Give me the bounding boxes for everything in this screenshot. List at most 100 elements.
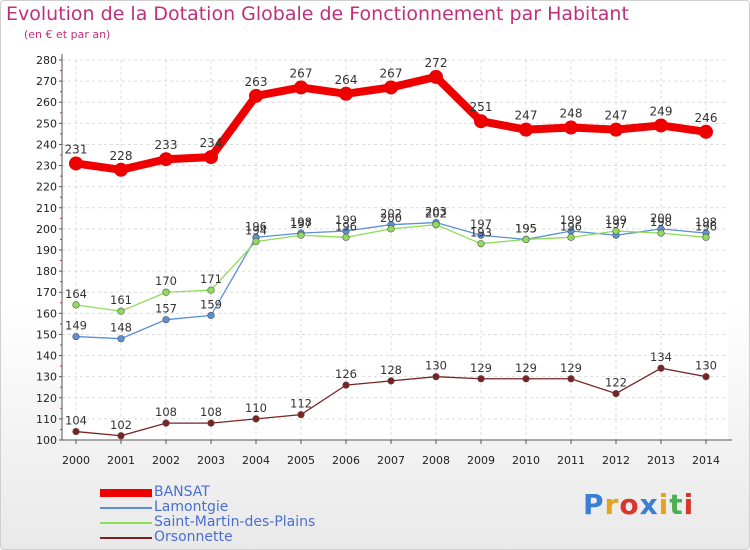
x-tick-label: 2001 bbox=[107, 454, 135, 467]
data-label-orsonnette: 126 bbox=[335, 367, 357, 381]
data-label-orsonnette: 129 bbox=[560, 361, 582, 375]
legend-item-bansat: BANSAT bbox=[100, 485, 315, 500]
point-lamontgie bbox=[117, 335, 125, 343]
data-label-bansat: 228 bbox=[110, 149, 133, 163]
data-label-orsonnette: 108 bbox=[200, 405, 222, 419]
y-tick-label: 250 bbox=[36, 117, 57, 130]
point-saint-martin-des-plains bbox=[72, 301, 80, 309]
point-orsonnette bbox=[612, 389, 620, 398]
y-tick-label: 160 bbox=[36, 307, 57, 320]
data-label-saint-martin-des-plains: 196 bbox=[335, 219, 357, 233]
data-label-lamontgie: 149 bbox=[65, 319, 87, 333]
data-label-lamontgie: 159 bbox=[200, 297, 222, 311]
data-label-orsonnette: 129 bbox=[470, 361, 492, 375]
point-orsonnette bbox=[522, 375, 530, 383]
data-label-bansat: 233 bbox=[155, 138, 178, 152]
proxiti-logo: Proxiti bbox=[583, 488, 695, 521]
data-label-lamontgie: 202 bbox=[380, 207, 402, 221]
point-bansat bbox=[474, 114, 488, 129]
chart-subtitle: (en € et par an) bbox=[24, 28, 111, 41]
y-tick-label: 180 bbox=[36, 265, 57, 278]
legend-label: Orsonnette bbox=[154, 529, 233, 545]
point-orsonnette bbox=[567, 375, 575, 383]
data-label-lamontgie: 198 bbox=[290, 215, 312, 229]
data-label-bansat: 247 bbox=[515, 109, 538, 123]
legend-swatch bbox=[100, 488, 152, 497]
y-tick-label: 100 bbox=[36, 434, 57, 447]
point-saint-martin-des-plains bbox=[297, 231, 305, 239]
data-label-bansat: 251 bbox=[470, 100, 493, 114]
data-label-orsonnette: 110 bbox=[245, 401, 267, 415]
y-tick-label: 190 bbox=[36, 244, 57, 257]
x-tick-label: 2008 bbox=[422, 454, 450, 467]
x-tick-label: 2007 bbox=[377, 454, 405, 467]
legend-swatch bbox=[100, 536, 152, 539]
point-lamontgie bbox=[207, 311, 215, 320]
x-tick-label: 2005 bbox=[287, 454, 315, 467]
data-label-lamontgie: 197 bbox=[470, 217, 492, 231]
data-label-bansat: 264 bbox=[335, 73, 358, 87]
y-tick-label: 230 bbox=[36, 160, 57, 173]
x-tick-label: 2002 bbox=[152, 454, 180, 467]
grid bbox=[62, 59, 728, 441]
data-label-orsonnette: 108 bbox=[155, 405, 177, 419]
x-tick-label: 2003 bbox=[197, 454, 225, 467]
point-orsonnette bbox=[252, 415, 260, 423]
y-tick-label: 120 bbox=[36, 392, 57, 405]
y-tick-label: 220 bbox=[36, 181, 57, 194]
data-label-lamontgie: 200 bbox=[650, 211, 672, 225]
point-bansat bbox=[294, 80, 308, 95]
data-label-orsonnette: 128 bbox=[380, 363, 402, 377]
x-tick-label: 2000 bbox=[62, 454, 90, 467]
legend-label: Lamontgie bbox=[154, 499, 229, 515]
point-saint-martin-des-plains bbox=[612, 227, 620, 235]
legend-item-lamontgie: Lamontgie bbox=[100, 500, 315, 515]
point-bansat bbox=[114, 162, 128, 177]
data-label-orsonnette: 129 bbox=[515, 361, 537, 375]
point-saint-martin-des-plains bbox=[387, 225, 395, 233]
chart-title: Evolution de la Dotation Globale de Fonc… bbox=[6, 3, 629, 25]
point-orsonnette bbox=[162, 419, 170, 427]
data-label-orsonnette: 112 bbox=[290, 397, 312, 411]
point-saint-martin-des-plains bbox=[342, 233, 350, 241]
data-label-orsonnette: 134 bbox=[650, 350, 672, 364]
point-bansat bbox=[159, 152, 173, 167]
y-tick-label: 170 bbox=[36, 286, 57, 299]
data-label-saint-martin-des-plains: 197 bbox=[290, 217, 312, 231]
data-label-lamontgie: 199 bbox=[560, 213, 582, 227]
point-orsonnette bbox=[342, 381, 350, 389]
data-label-saint-martin-des-plains: 198 bbox=[650, 215, 672, 229]
line-chart: 1001101201301401501601701801902002102202… bbox=[36, 54, 732, 467]
point-orsonnette bbox=[432, 373, 440, 381]
data-label-saint-martin-des-plains: 200 bbox=[380, 211, 402, 225]
point-bansat bbox=[339, 86, 353, 101]
y-tick-label: 210 bbox=[36, 202, 57, 215]
point-saint-martin-des-plains bbox=[567, 233, 575, 241]
data-label-lamontgie: 203 bbox=[425, 205, 447, 219]
data-label-lamontgie: 148 bbox=[110, 321, 132, 335]
data-label-lamontgie: 198 bbox=[695, 215, 717, 229]
point-saint-martin-des-plains bbox=[117, 307, 125, 315]
data-label-saint-martin-des-plains: 194 bbox=[245, 224, 267, 238]
legend-swatch bbox=[100, 506, 152, 509]
data-label-orsonnette: 122 bbox=[605, 376, 627, 390]
data-label-saint-martin-des-plains: 196 bbox=[560, 219, 582, 233]
y-tick-label: 140 bbox=[36, 350, 57, 363]
data-label-saint-martin-des-plains: 202 bbox=[425, 207, 447, 221]
point-orsonnette bbox=[117, 432, 125, 440]
legend-item-saint-martin-des-plains: Saint-Martin-des-Plains bbox=[100, 515, 315, 530]
point-bansat bbox=[519, 122, 533, 137]
x-tick-label: 2009 bbox=[467, 454, 495, 467]
point-bansat bbox=[564, 120, 578, 135]
point-bansat bbox=[609, 122, 623, 137]
y-tick-label: 130 bbox=[36, 371, 57, 384]
x-tick-label: 2011 bbox=[557, 454, 585, 467]
y-tick-label: 200 bbox=[36, 223, 57, 236]
point-lamontgie bbox=[72, 332, 80, 341]
x-tick-label: 2012 bbox=[602, 454, 630, 467]
point-saint-martin-des-plains bbox=[162, 288, 170, 296]
point-saint-martin-des-plains bbox=[702, 233, 710, 241]
point-lamontgie bbox=[162, 316, 170, 324]
data-label-saint-martin-des-plains: 196 bbox=[695, 219, 717, 233]
